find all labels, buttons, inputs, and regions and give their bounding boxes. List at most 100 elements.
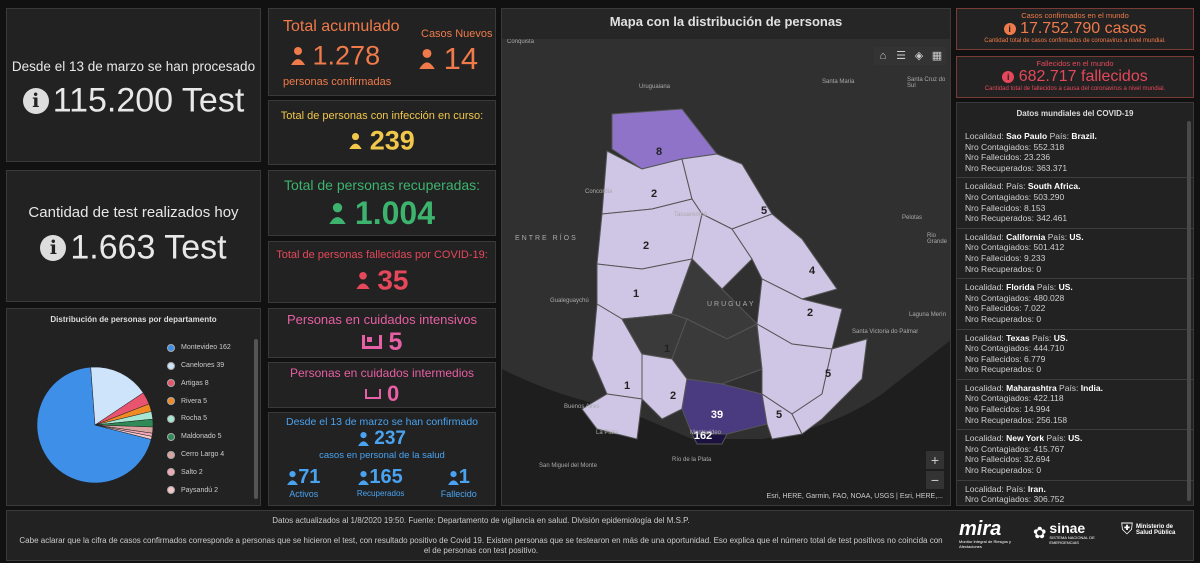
icu-panel: Personas en cuidados intensivos 5 bbox=[268, 308, 496, 358]
world-list[interactable]: Localidad: Sao Paulo País: Brazil. Nro Co… bbox=[957, 128, 1193, 505]
map-attribution: Esri, HERE, Garmin, FAO, NOAA, USGS | Es… bbox=[763, 492, 946, 501]
map-count-label: 39 bbox=[710, 409, 724, 421]
legend-swatch bbox=[167, 450, 175, 459]
world-list-title: Datos mundiales del COVID-19 bbox=[1016, 109, 1134, 118]
map-place-label: Gualeguaychú bbox=[550, 298, 589, 304]
map-canvas[interactable]: 8 2 5 2 4 1 2 1 2 1 39 5 5 162 Conquista Uruguaiana San… bbox=[502, 39, 950, 505]
person-icon bbox=[447, 470, 459, 485]
legend-label: Cerro Largo 4 bbox=[181, 451, 225, 459]
basemap-icon[interactable]: ▦ bbox=[931, 50, 943, 62]
list-item[interactable]: Localidad: Texas País: US. Nro Contagiado… bbox=[957, 330, 1193, 380]
map-place-label: Laguna Merín bbox=[909, 312, 947, 318]
pie-slice-paysand-[interactable] bbox=[94, 424, 153, 440]
list-item[interactable]: Localidad: Florida País: US. Nro Contagia… bbox=[957, 279, 1193, 330]
legend-swatch bbox=[167, 468, 175, 477]
mira-logo: mira Monitor Integral de Riesgos y Afect… bbox=[959, 519, 1014, 549]
person-icon bbox=[349, 132, 362, 149]
bed-icon bbox=[361, 335, 382, 350]
list-item[interactable]: Localidad: Sao Paulo País: Brazil. Nro Co… bbox=[957, 128, 1193, 179]
zoom-out-button[interactable]: − bbox=[926, 471, 944, 489]
region-montevideo[interactable] bbox=[691, 433, 728, 445]
legend-item[interactable]: Maldonado 5 bbox=[167, 431, 231, 443]
home-icon[interactable]: ⌂ bbox=[879, 50, 887, 62]
world-deaths-sub: Cantidad total de fallecidos a causa del… bbox=[984, 86, 1166, 93]
world-list-scrollbar[interactable] bbox=[1187, 121, 1191, 501]
deaths-panel: Total de personas fallecidas por COVID-1… bbox=[268, 241, 496, 303]
sinae-logo-sub: SISTEMA NACIONAL DE EMERGENCIAS bbox=[1049, 535, 1095, 545]
active-title: Total de personas con infección en curso… bbox=[280, 110, 484, 122]
intermediate-panel: Personas en cuidados intermedios 0 bbox=[268, 362, 496, 408]
region-tacuarembo[interactable] bbox=[691, 213, 753, 290]
world-deaths-panel: Fallecidos en el mundo i 682.717 falleci… bbox=[956, 56, 1194, 98]
zoom-in-button[interactable]: + bbox=[926, 451, 944, 469]
legend-swatch bbox=[167, 379, 175, 388]
map-count-label: 1 bbox=[663, 343, 671, 355]
legend-item[interactable]: Cerro Largo 4 bbox=[167, 449, 231, 461]
map-place-label: Tacuarembó bbox=[674, 212, 708, 218]
map-count-label: 4 bbox=[808, 265, 816, 277]
sinae-logo-text: sinae bbox=[1049, 520, 1086, 536]
region-maldonado[interactable] bbox=[761, 392, 803, 440]
health-deceased: 1 Fallecido bbox=[441, 467, 477, 499]
info-icon[interactable]: i bbox=[1003, 23, 1016, 35]
region-colonia[interactable] bbox=[581, 393, 643, 440]
legend-item[interactable]: Rivera 5 bbox=[167, 395, 231, 407]
map-count-label: 5 bbox=[824, 368, 832, 380]
sinae-symbol-icon: ✿ bbox=[1033, 525, 1047, 542]
pie-slice-canelones[interactable] bbox=[90, 366, 144, 426]
map-place-label: Uruguaiana bbox=[639, 84, 671, 90]
list-item[interactable]: Localidad: País: Iran. Nro Contagiados: 3… bbox=[957, 481, 1193, 505]
legend-item[interactable]: Paysandú 2 bbox=[167, 484, 231, 496]
total-panel: Total acumulado 1.278 personas confirmad… bbox=[268, 8, 496, 96]
pie-chart-panel: Distribución de personas por departament… bbox=[6, 308, 261, 506]
legend-label: Salto 2 bbox=[181, 468, 203, 476]
world-cases-value: 17.752.790 casos bbox=[1020, 20, 1147, 37]
bed-icon bbox=[364, 389, 381, 400]
legend-swatch bbox=[167, 343, 175, 352]
legend-swatch bbox=[167, 397, 175, 406]
map-count-label: 8 bbox=[655, 146, 663, 158]
health-sub: casos en personal de la salud bbox=[319, 450, 445, 462]
info-icon[interactable]: i bbox=[40, 235, 67, 262]
health-active-label: Activos bbox=[289, 489, 319, 499]
map-place-label: San Miguel del Monte bbox=[539, 463, 598, 469]
list-item[interactable]: Localidad: New York País: US. Nro Contagi… bbox=[957, 430, 1193, 481]
legend-label: Rivera 5 bbox=[181, 397, 208, 405]
map-place-label: Santa Maria bbox=[822, 79, 855, 85]
footer-panel: Datos actualizados al 1/8/2020 19:50. Fu… bbox=[6, 510, 1194, 561]
list-icon[interactable]: ☰ bbox=[896, 50, 906, 62]
legend-scrollbar[interactable] bbox=[254, 339, 258, 499]
info-icon[interactable]: i bbox=[1002, 71, 1015, 83]
pie-slice-montevideo[interactable] bbox=[36, 366, 152, 484]
map-place-label: ENTRE RÍOS bbox=[515, 235, 578, 242]
list-item[interactable]: Localidad: País: South Africa. Nro Contag… bbox=[957, 178, 1193, 229]
list-item[interactable]: Localidad: Maharashtra País: India. Nro C… bbox=[957, 380, 1193, 431]
new-cases-label: Casos Nuevos bbox=[421, 28, 493, 40]
legend-item[interactable]: Rocha 5 bbox=[167, 413, 231, 425]
shield-icon: ⛨ bbox=[1121, 521, 1134, 538]
map-place-label: Conquista bbox=[507, 39, 535, 45]
info-icon[interactable]: i bbox=[22, 88, 49, 115]
map-panel: Mapa con la distribución de personas bbox=[501, 8, 951, 506]
region-rocha[interactable] bbox=[791, 338, 868, 435]
person-icon bbox=[419, 48, 435, 69]
mira-logo-text: mira bbox=[959, 518, 1002, 540]
recovered-panel: Total de personas recuperadas: 1.004 bbox=[268, 170, 496, 236]
legend-item[interactable]: Montevideo 162 bbox=[167, 342, 231, 354]
tests-processed-label: Desde el 13 de marzo se han procesado bbox=[11, 59, 256, 74]
icu-title: Personas en cuidados intensivos bbox=[286, 312, 478, 327]
mira-logo-sub: Monitor Integral de Riesgos y Afectacion… bbox=[959, 539, 1012, 549]
footer-update: Datos actualizados al 1/8/2020 19:50. Fu… bbox=[272, 516, 690, 525]
tests-today-panel: Cantidad de test realizados hoy i 1.663 T… bbox=[6, 170, 261, 302]
list-item[interactable]: Localidad: California País: US. Nro Conta… bbox=[957, 229, 1193, 280]
legend-item[interactable]: Salto 2 bbox=[167, 467, 231, 479]
person-icon bbox=[358, 432, 369, 446]
legend-swatch bbox=[167, 432, 175, 441]
layers-icon[interactable]: ◈ bbox=[914, 50, 924, 62]
legend-item[interactable]: Canelones 39 bbox=[167, 360, 231, 372]
legend-item[interactable]: Artigas 8 bbox=[167, 378, 231, 390]
intermediate-title: Personas en cuidados intermedios bbox=[289, 366, 475, 380]
pie-chart[interactable] bbox=[25, 355, 165, 495]
map-place-label: Concordia bbox=[585, 189, 613, 195]
